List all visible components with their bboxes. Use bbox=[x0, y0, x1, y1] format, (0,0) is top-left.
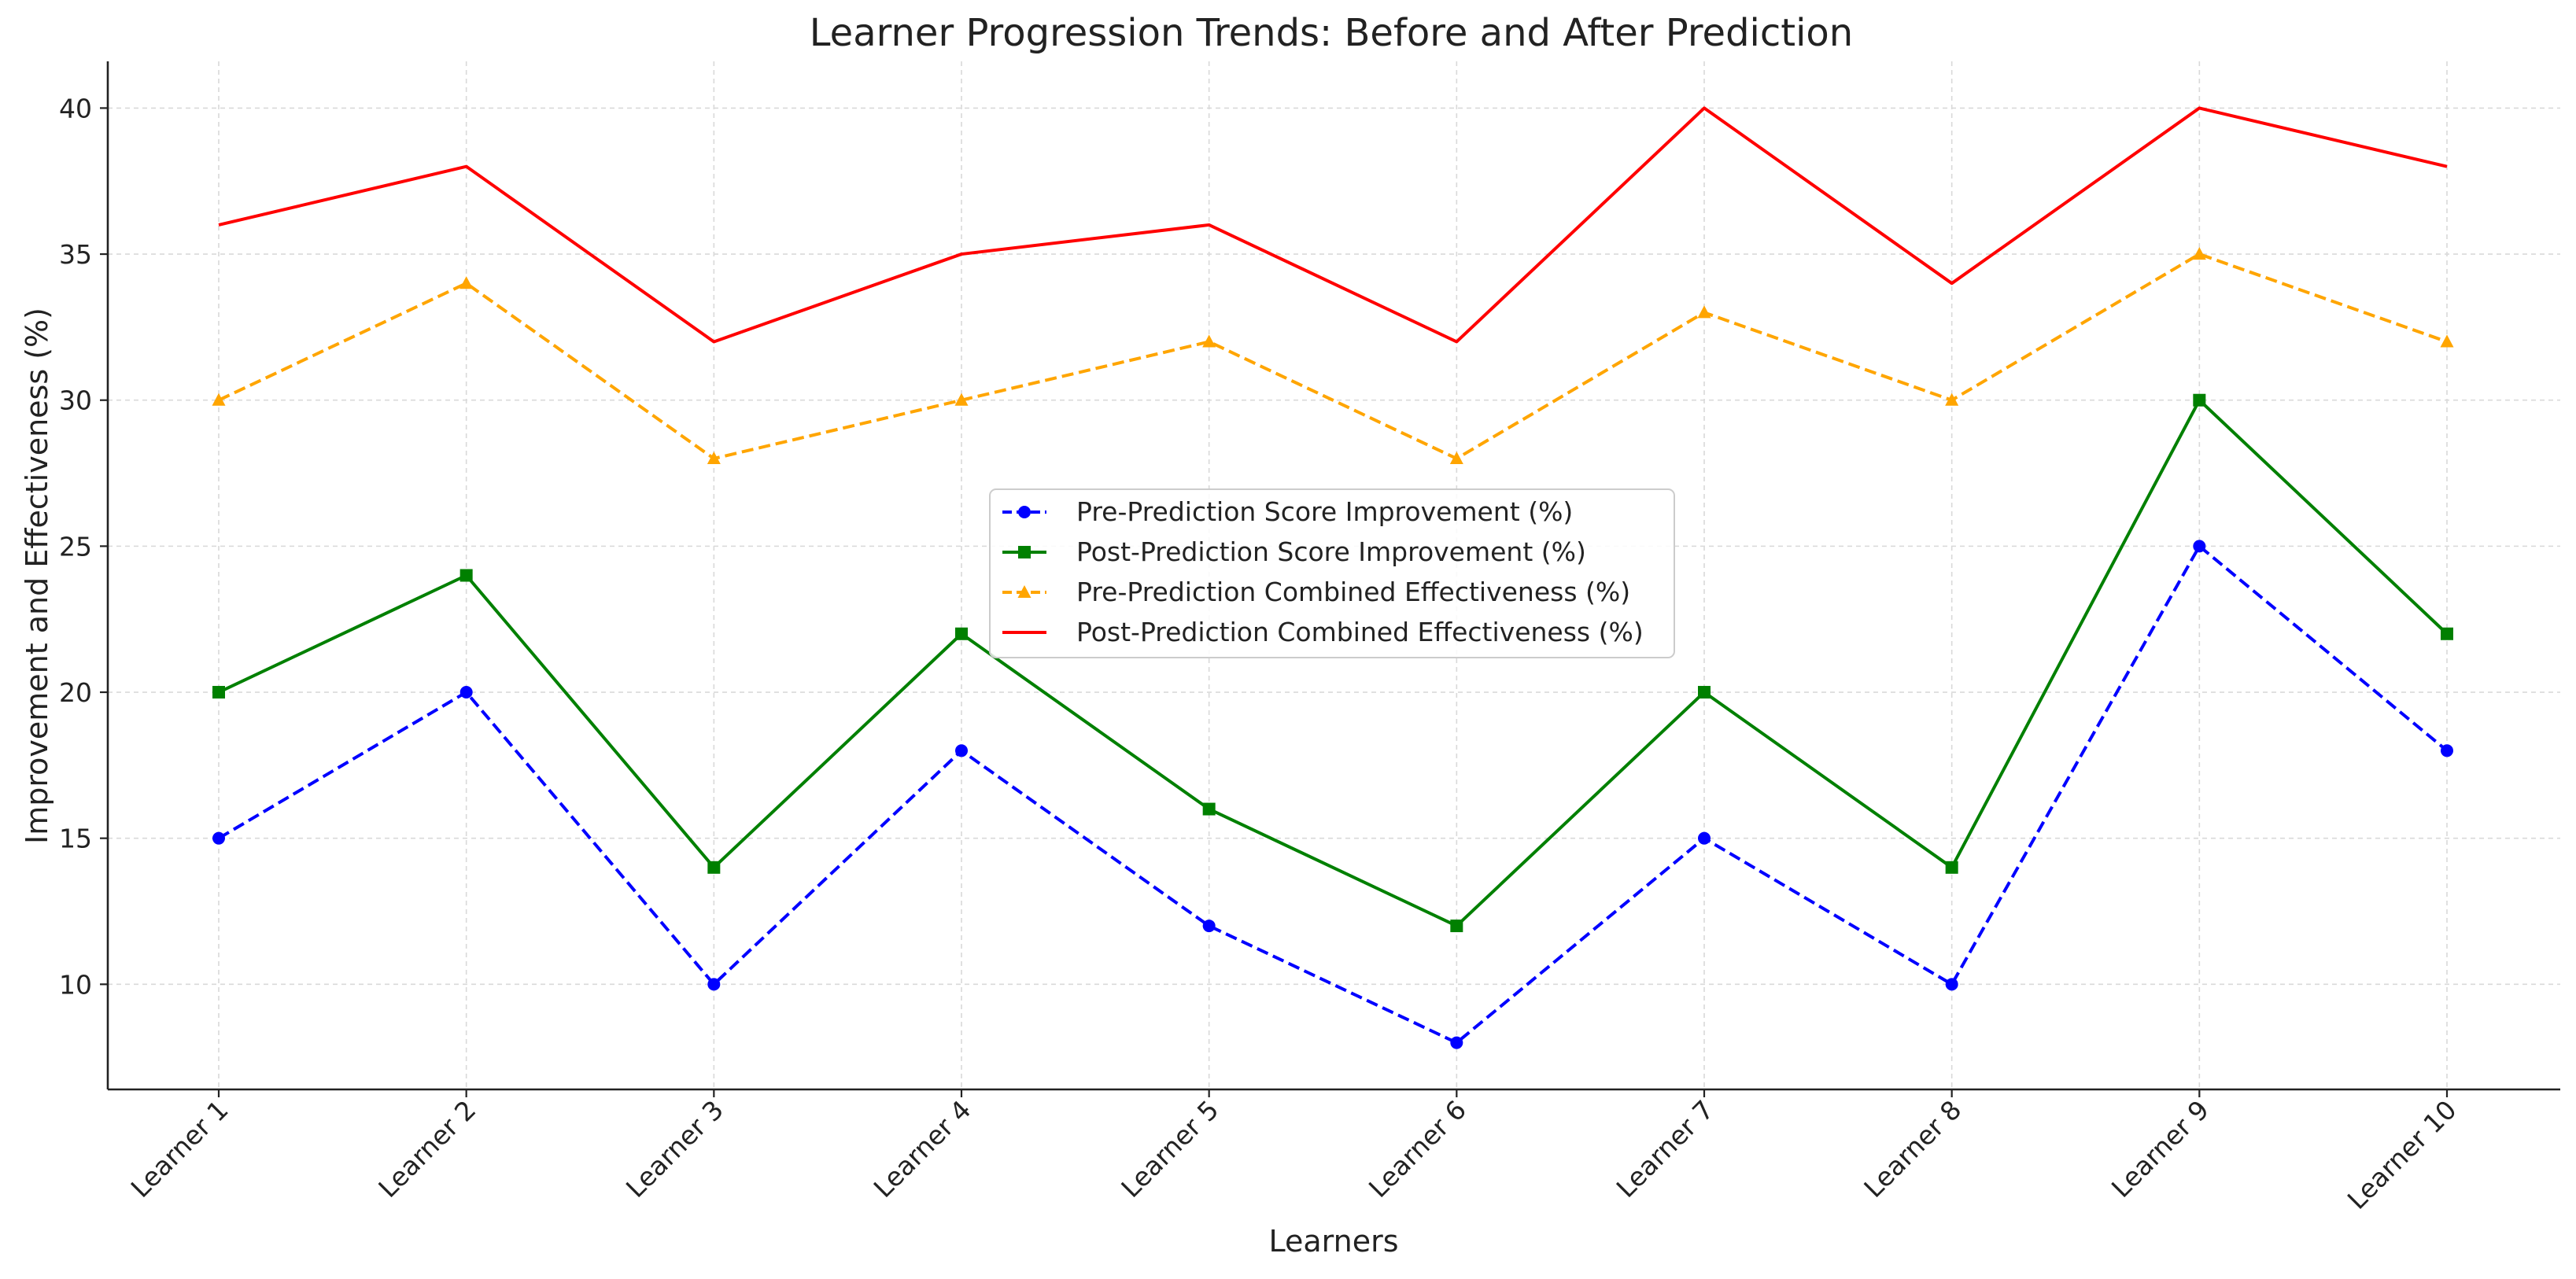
x-tick-label: Learner 1 bbox=[125, 1094, 234, 1203]
x-tick-label: Learner 3 bbox=[620, 1094, 729, 1203]
y-tick-label: 20 bbox=[59, 677, 92, 708]
series-pre-prediction-combined-effectiveness bbox=[212, 247, 2454, 464]
series-post-prediction-score-improvement bbox=[212, 393, 2453, 933]
axes bbox=[106, 61, 2560, 1091]
data-point-pre-prediction-score-improvement bbox=[1450, 1036, 1463, 1049]
legend-label: Pre-Prediction Combined Effectiveness (%… bbox=[1076, 577, 1630, 607]
data-point-post-prediction-score-improvement bbox=[459, 569, 473, 582]
data-point-post-prediction-score-improvement bbox=[212, 686, 225, 699]
y-tick-label: 30 bbox=[59, 385, 92, 416]
series-pre-prediction-score-improvement bbox=[212, 540, 2453, 1049]
y-tick-label: 15 bbox=[59, 824, 92, 854]
legend: Pre-Prediction Score Improvement (%) Post… bbox=[989, 488, 1675, 658]
data-point-pre-prediction-score-improvement bbox=[1202, 920, 1216, 933]
y-tick-label: 25 bbox=[59, 531, 92, 562]
data-point-pre-prediction-combined-effectiveness bbox=[2192, 247, 2206, 260]
x-tick-label: Learner 4 bbox=[868, 1094, 977, 1203]
data-point-pre-prediction-combined-effectiveness bbox=[459, 276, 474, 289]
data-point-pre-prediction-score-improvement bbox=[459, 686, 473, 699]
grid bbox=[108, 61, 2560, 1089]
x-tick-label: Learner 9 bbox=[2105, 1094, 2215, 1203]
x-axis-label: Learners bbox=[1268, 1224, 1398, 1259]
y-tick-label: 40 bbox=[59, 93, 92, 123]
data-point-pre-prediction-combined-effectiveness bbox=[2440, 334, 2454, 348]
data-point-pre-prediction-combined-effectiveness bbox=[212, 393, 226, 406]
data-point-pre-prediction-combined-effectiveness bbox=[954, 393, 969, 406]
data-point-pre-prediction-combined-effectiveness bbox=[1697, 305, 1711, 319]
x-tick-label: Learner 8 bbox=[1858, 1094, 1967, 1203]
legend-label: Pre-Prediction Score Improvement (%) bbox=[1076, 496, 1573, 527]
legend-label: Post-Prediction Combined Effectiveness (… bbox=[1076, 617, 1644, 647]
y-ticks: 10 15 20 25 30 35 40 bbox=[59, 93, 108, 1000]
data-point-pre-prediction-score-improvement bbox=[707, 978, 721, 991]
x-tick-label: Learner 10 bbox=[2342, 1094, 2463, 1215]
x-ticks: Learner 1 Learner 2 Learner 3 Learner 4 Lear… bbox=[125, 1089, 2463, 1215]
data-point-post-prediction-score-improvement bbox=[1450, 920, 1463, 933]
data-point-post-prediction-score-improvement bbox=[707, 861, 721, 874]
data-point-post-prediction-score-improvement bbox=[1945, 861, 1958, 874]
data-point-pre-prediction-score-improvement bbox=[212, 831, 225, 845]
series-layer bbox=[212, 106, 2454, 1049]
series-line-pre-prediction-combined-effectiveness bbox=[218, 252, 2448, 460]
data-point-post-prediction-score-improvement bbox=[1202, 802, 1216, 816]
data-point-post-prediction-score-improvement bbox=[1698, 686, 1711, 699]
y-axis-label: Improvement and Effectiveness (%) bbox=[20, 308, 54, 844]
data-point-pre-prediction-score-improvement bbox=[2193, 540, 2206, 553]
data-point-pre-prediction-combined-effectiveness bbox=[1202, 334, 1216, 348]
y-tick-label: 10 bbox=[59, 969, 92, 1000]
series-line-post-prediction-combined-effectiveness bbox=[218, 106, 2448, 344]
data-point-pre-prediction-score-improvement bbox=[1945, 978, 1958, 991]
legend-label: Post-Prediction Score Improvement (%) bbox=[1076, 536, 1586, 567]
legend-box bbox=[989, 488, 1675, 658]
chart-title: Learner Progression Trends: Before and A… bbox=[810, 11, 1853, 55]
data-point-pre-prediction-score-improvement bbox=[1698, 831, 1711, 845]
series-post-prediction-combined-effectiveness bbox=[218, 106, 2448, 344]
x-tick-label: Learner 6 bbox=[1363, 1094, 1472, 1203]
x-tick-label: Learner 7 bbox=[1611, 1094, 1720, 1203]
data-point-pre-prediction-combined-effectiveness bbox=[707, 451, 721, 464]
legend-marker-pre-prediction-combined-effectiveness bbox=[1017, 585, 1032, 598]
data-point-pre-prediction-combined-effectiveness bbox=[1945, 393, 1959, 406]
data-point-pre-prediction-combined-effectiveness bbox=[1449, 451, 1463, 464]
x-tick-label: Learner 5 bbox=[1115, 1094, 1224, 1203]
series-line-pre-prediction-score-improvement bbox=[217, 544, 2449, 1045]
series-line-post-prediction-score-improvement bbox=[218, 398, 2449, 928]
legend-marker-pre-prediction-score-improvement bbox=[1018, 506, 1031, 518]
data-point-post-prediction-score-improvement bbox=[955, 627, 968, 640]
data-point-pre-prediction-score-improvement bbox=[2441, 744, 2453, 757]
data-point-post-prediction-score-improvement bbox=[2441, 627, 2453, 640]
x-tick-label: Learner 2 bbox=[372, 1094, 482, 1203]
legend-marker-post-prediction-score-improvement bbox=[1018, 546, 1031, 558]
data-point-pre-prediction-score-improvement bbox=[955, 744, 968, 757]
data-point-post-prediction-score-improvement bbox=[2193, 393, 2206, 407]
y-tick-label: 35 bbox=[59, 239, 92, 270]
